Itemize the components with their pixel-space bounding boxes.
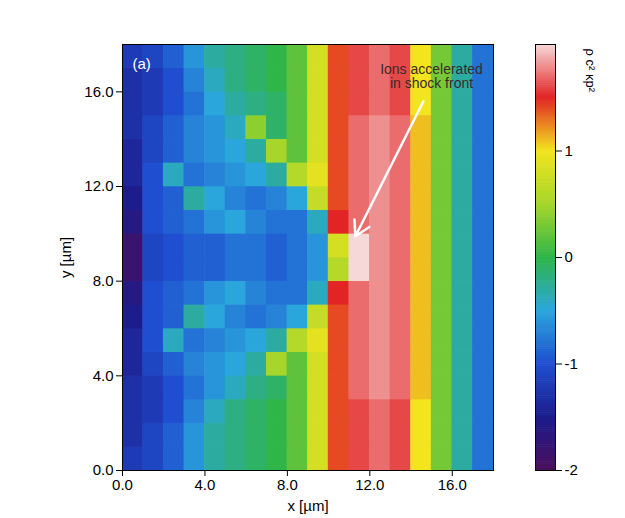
svg-text:0.0: 0.0	[93, 461, 114, 478]
svg-text:16.0: 16.0	[84, 83, 113, 100]
svg-text:-2: -2	[565, 461, 578, 478]
svg-text:1: 1	[565, 142, 573, 159]
svg-text:8.0: 8.0	[93, 272, 114, 289]
svg-text:12.0: 12.0	[355, 476, 384, 493]
svg-text:8.0: 8.0	[277, 476, 298, 493]
svg-text:-1: -1	[565, 355, 578, 372]
svg-text:0: 0	[565, 248, 573, 265]
svg-text:(a): (a)	[133, 55, 151, 72]
svg-text:x [µm]: x [µm]	[287, 497, 328, 514]
svg-text:16.0: 16.0	[438, 476, 467, 493]
svg-text:0.0: 0.0	[112, 476, 133, 493]
svg-text:ρ c² κp²: ρ c² κp²	[583, 49, 598, 93]
svg-text:y [µm]: y [µm]	[57, 237, 74, 278]
svg-text:12.0: 12.0	[84, 177, 113, 194]
svg-text:Ions acceleratedin shock front: Ions acceleratedin shock front	[380, 61, 483, 91]
svg-text:4.0: 4.0	[93, 367, 114, 384]
svg-text:4.0: 4.0	[195, 476, 216, 493]
